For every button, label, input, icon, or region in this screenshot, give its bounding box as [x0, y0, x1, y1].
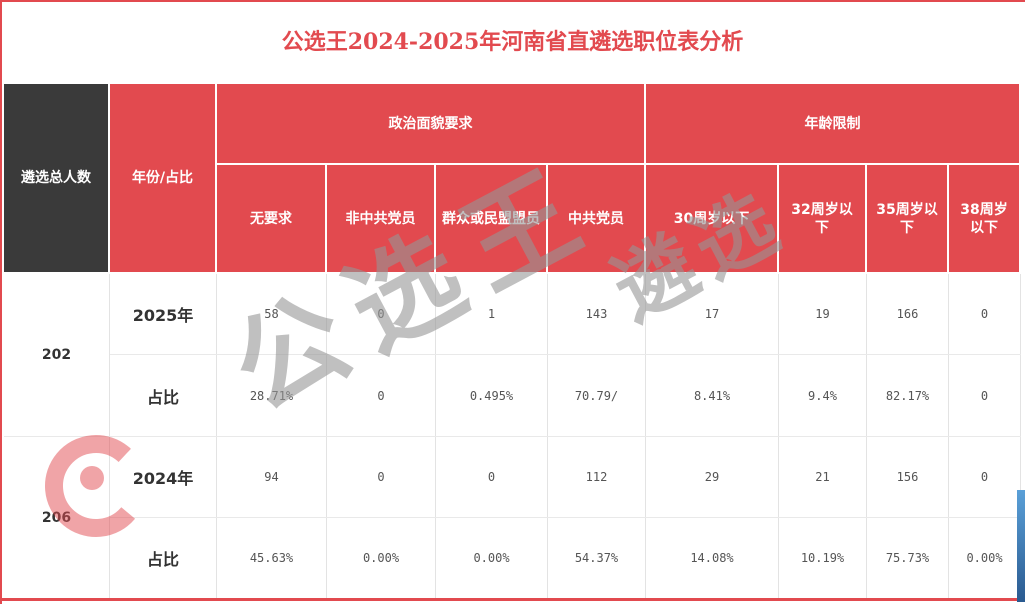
row-label: 占比 [110, 355, 217, 436]
table-cell: 0 [327, 274, 436, 354]
table-cell: 0.00% [949, 518, 1021, 598]
header-col-masses: 群众或民盟盟员 [436, 165, 548, 274]
table-cell: 0.00% [327, 518, 436, 598]
table-cell: 0 [949, 437, 1021, 517]
row-separator [4, 436, 1021, 437]
table-cell: 58 [217, 274, 327, 354]
header-col-age-35: 35周岁以下 [867, 165, 949, 274]
header-col-age-30: 30周岁以下 [646, 165, 779, 274]
table-cell: 19 [779, 274, 867, 354]
header-col-no-requirement: 无要求 [217, 165, 327, 274]
table-cell: 45.63% [217, 518, 327, 598]
table-cell: 14.08% [646, 518, 779, 598]
table-cell: 1 [436, 274, 548, 354]
table-cell: 0.495% [436, 355, 548, 436]
table-cell: 0 [327, 437, 436, 517]
header-total: 遴选总人数 [4, 84, 110, 274]
header-year-ratio: 年份/占比 [110, 84, 217, 274]
table-cell: 143 [548, 274, 646, 354]
row-label: 2024年 [110, 437, 217, 517]
table-cell: 17 [646, 274, 779, 354]
table-cell: 82.17% [867, 355, 949, 436]
header-col-age-38: 38周岁以下 [949, 165, 1021, 274]
total-count: 206 [4, 437, 110, 598]
header-politics-group: 政治面貌要求 [217, 84, 646, 165]
decorative-edge [1017, 490, 1025, 602]
table-cell: 0 [436, 437, 548, 517]
row-separator [110, 517, 1021, 518]
table-cell: 9.4% [779, 355, 867, 436]
table-cell: 29 [646, 437, 779, 517]
row-label: 2025年 [110, 274, 217, 354]
table-cell: 10.19% [779, 518, 867, 598]
bottom-border [0, 598, 1025, 601]
table-cell: 94 [217, 437, 327, 517]
header-col-age-32: 32周岁以下 [779, 165, 867, 274]
table-cell: 112 [548, 437, 646, 517]
row-label: 占比 [110, 518, 217, 598]
page-title: 公选王2024-2025年河南省直遴选职位表分析 [281, 29, 744, 55]
header-age-group: 年龄限制 [646, 84, 1021, 165]
table-cell: 21 [779, 437, 867, 517]
table-cell: 0.00% [436, 518, 548, 598]
table-cell: 70.79/ [548, 355, 646, 436]
table-cell: 166 [867, 274, 949, 354]
table-cell: 8.41% [646, 355, 779, 436]
table-cell: 156 [867, 437, 949, 517]
table-cell: 75.73% [867, 518, 949, 598]
row-separator [110, 354, 1021, 355]
header-col-party-member: 中共党员 [548, 165, 646, 274]
header-col-non-party: 非中共党员 [327, 165, 436, 274]
total-count: 202 [4, 274, 110, 436]
table-cell: 0 [949, 274, 1021, 354]
table-cell: 0 [327, 355, 436, 436]
table-cell: 28.71% [217, 355, 327, 436]
table-cell: 54.37% [548, 518, 646, 598]
table-cell: 0 [949, 355, 1021, 436]
